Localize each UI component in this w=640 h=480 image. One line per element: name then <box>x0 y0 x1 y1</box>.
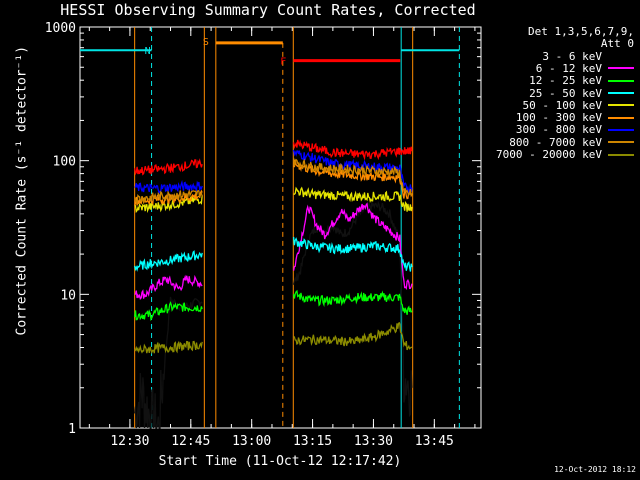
y-tick-label: 1 <box>68 422 76 437</box>
legend-entry-label: 25 - 50 keV <box>529 86 602 100</box>
x-tick-label: 12:45 <box>171 434 210 449</box>
series-line-extra-9 <box>134 139 413 176</box>
series-line-7000-20000-kev <box>134 322 413 355</box>
generation-timestamp: 12-Oct-2012 18:12 <box>554 465 636 474</box>
y-tick-label: 10 <box>60 288 76 303</box>
plot-frame <box>79 26 482 429</box>
legend-entries: 3 - 6 keV 6 - 12 keV 12 - 25 keV 25 - 50 ke… <box>482 50 638 161</box>
legend-entry: 50 - 100 keV <box>482 98 638 112</box>
chart-title: HESSI Observing Summary Count Rates, Cor… <box>60 1 476 19</box>
x-tick-label: 13:00 <box>232 434 271 449</box>
legend-entry-swatch <box>608 153 634 156</box>
x-axis-label: Start Time (11-Oct-12 12:17:42) <box>158 454 402 469</box>
legend-entry-swatch <box>608 116 634 119</box>
legend-entry: 800 - 7000 keV <box>482 135 638 149</box>
legend-entry-swatch <box>608 67 634 70</box>
legend-entry-label: 300 - 800 keV <box>515 123 602 137</box>
series-line-100-300-kev <box>134 159 413 206</box>
legend-entry-label: 50 - 100 keV <box>522 98 602 112</box>
series-line-12-25-kev <box>134 289 413 322</box>
legend-entry: 12 - 25 keV <box>482 74 638 88</box>
legend-entry: 25 - 50 keV <box>482 86 638 100</box>
legend-entry-label: 3 - 6 keV <box>542 49 602 63</box>
segment-label-n: N <box>145 46 151 57</box>
legend-entry-swatch <box>608 128 634 131</box>
legend-entry: 3 - 6 keV <box>482 49 638 63</box>
legend-header-line-2: Att 0 <box>600 37 634 50</box>
legend-entry-label: 6 - 12 keV <box>535 61 602 75</box>
y-axis-label: Corrected Count Rate (s⁻¹ detector⁻¹) <box>14 45 30 336</box>
legend-entry-label: 7000 - 20000 keV <box>496 148 602 162</box>
y-tick-label: 1000 <box>45 21 76 36</box>
legend-entry-label: 12 - 25 keV <box>529 74 602 88</box>
segment-label-f: F <box>280 57 286 68</box>
segment-label-s: S <box>203 37 209 48</box>
series-line-6-12-kev <box>134 202 413 300</box>
x-tick-label: 13:45 <box>415 434 454 449</box>
legend: Det 1,3,5,6,7,9, Att 0 3 - 6 keV 6 - 12 k… <box>482 26 638 161</box>
x-tick-label: 13:30 <box>354 434 393 449</box>
legend-entry-swatch <box>608 55 634 58</box>
x-tick-label: 12:30 <box>110 434 149 449</box>
legend-entry-label: 100 - 300 keV <box>515 111 602 125</box>
legend-entry-swatch <box>608 79 634 82</box>
series-line-3-6-kev <box>134 200 413 429</box>
legend-entry-swatch <box>608 104 634 107</box>
series-line-800-7000-kev <box>134 157 413 205</box>
legend-entry-swatch <box>608 92 634 95</box>
x-tick-label: 13:15 <box>293 434 332 449</box>
legend-entry: 7000 - 20000 keV <box>482 148 638 162</box>
legend-header-line-1: Det 1,3,5,6,7,9, <box>528 25 634 38</box>
legend-entry: 6 - 12 keV <box>482 61 638 75</box>
series-line-25-50-kev <box>134 236 413 272</box>
legend-entry-swatch <box>608 141 634 144</box>
y-tick-label: 100 <box>53 155 76 170</box>
legend-entry-label: 800 - 7000 keV <box>509 135 602 149</box>
legend-entry: 300 - 800 keV <box>482 123 638 137</box>
legend-entry: 100 - 300 keV <box>482 111 638 125</box>
